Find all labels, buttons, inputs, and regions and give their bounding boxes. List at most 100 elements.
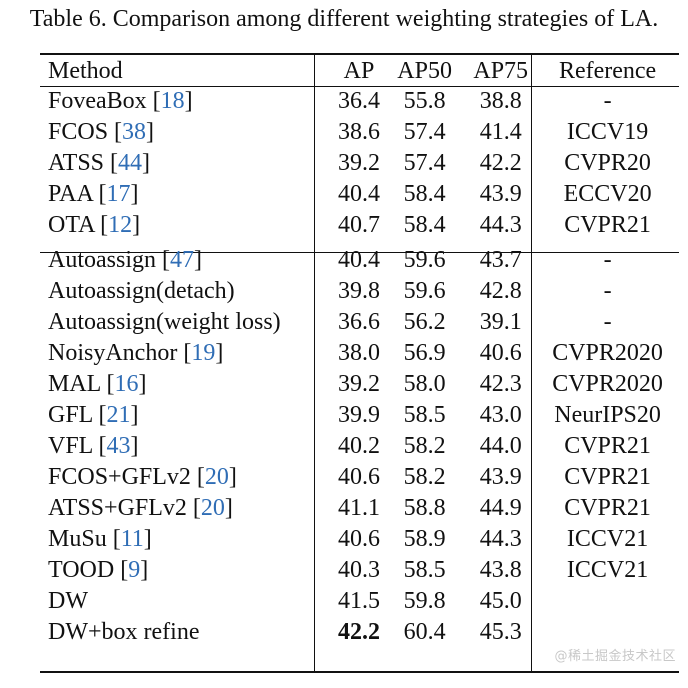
citation-link[interactable]: 20 — [200, 495, 225, 521]
citation-link[interactable]: 21 — [106, 402, 131, 428]
ap75-cell: 43.9 — [479, 181, 522, 207]
reference-cell: ECCV20 — [563, 181, 652, 207]
header-method: Method — [48, 58, 123, 84]
reference-cell: ICCV21 — [566, 557, 649, 583]
header-ap: AP — [343, 58, 375, 84]
method-cell: FCOS [38] — [48, 119, 155, 145]
watermark: @稀土掘金技术社区 — [554, 649, 676, 664]
table-row: Autoassign(detach) 39.8 59.6 42.8 - — [40, 276, 679, 307]
table-row: VFL [43] 40.2 58.2 44.0 CVPR21 — [40, 431, 679, 462]
ap50-cell: 59.6 — [403, 247, 446, 273]
method-name: PAA — [48, 181, 93, 207]
method-name: NoisyAnchor — [48, 340, 178, 366]
citation-link[interactable]: 9 — [128, 557, 141, 583]
method-cell: ATSS [44] — [48, 150, 151, 176]
reference-cell — [536, 617, 679, 648]
table-row: PAA [17] 40.4 58.4 43.9 ECCV20 — [40, 179, 679, 210]
method-name: FCOS+GFLv2 — [48, 464, 191, 490]
table-row: FCOS [38] 38.6 57.4 41.4 ICCV19 — [40, 117, 679, 148]
method-cell: DW+box refine — [40, 617, 334, 648]
citation-link[interactable]: 17 — [106, 181, 131, 207]
ap75-cell: 43.8 — [479, 557, 522, 583]
method-cell: Autoassign(weight loss) — [40, 307, 334, 338]
header-row: Method AP AP50 AP75 Reference — [40, 56, 679, 86]
ap-cell: 41.1 — [337, 495, 380, 521]
ap75-cell: 41.4 — [479, 119, 522, 145]
reference-cell: CVPR21 — [564, 495, 651, 521]
ap50-cell: 59.8 — [403, 588, 446, 614]
reference-cell: NeurIPS20 — [554, 402, 661, 428]
ap50-cell: 59.6 — [403, 278, 446, 304]
method-cell: GFL [21] — [48, 402, 139, 428]
method-name: ATSS — [48, 150, 105, 176]
ap-cell: 36.6 — [337, 309, 380, 335]
citation-link[interactable]: 47 — [170, 247, 194, 273]
table-row: DW 41.5 59.8 45.0 — [40, 586, 679, 617]
ap50-cell: 58.4 — [403, 181, 446, 207]
ap-cell: 40.2 — [337, 433, 380, 459]
method-cell: DW — [40, 586, 334, 617]
ap-cell: 40.6 — [337, 464, 380, 490]
ap75-cell: 44.3 — [479, 212, 522, 238]
ap75-cell: 40.6 — [479, 340, 522, 366]
method-cell: MuSu [11] — [48, 526, 152, 552]
ap75-cell: 42.2 — [479, 150, 522, 176]
citation-link[interactable]: 18 — [160, 88, 185, 114]
reference-cell: CVPR21 — [564, 464, 651, 490]
method-name: MuSu — [48, 526, 107, 552]
ap50-cell: 58.0 — [403, 371, 446, 397]
comparison-table: Method AP AP50 AP75 Reference FoveaBox [… — [40, 56, 679, 648]
method-name: MAL — [48, 371, 101, 397]
table-row: Autoassign [47] 40.4 59.6 43.7 - — [40, 241, 679, 276]
header-ap50: AP50 — [397, 58, 452, 84]
ap50-cell: 58.8 — [403, 495, 446, 521]
citation-link[interactable]: 11 — [120, 526, 144, 552]
ap-cell: 36.4 — [337, 88, 380, 114]
table-row: NoisyAnchor [19] 38.0 56.9 40.6 CVPR2020 — [40, 338, 679, 369]
method-name: ATSS+GFLv2 — [48, 495, 187, 521]
reference-cell: CVPR20 — [564, 150, 651, 176]
reference-cell: - — [603, 247, 612, 273]
citation-link[interactable]: 16 — [114, 371, 139, 397]
table-row: Autoassign(weight loss) 36.6 56.2 39.1 - — [40, 307, 679, 338]
method-name: GFL — [48, 402, 93, 428]
citation-link[interactable]: 43 — [106, 433, 131, 459]
citation-link[interactable]: 20 — [204, 464, 229, 490]
ap-cell: 40.3 — [337, 557, 380, 583]
method-name: DW — [48, 588, 88, 614]
ap50-cell: 57.4 — [403, 119, 446, 145]
table-row: FCOS+GFLv2 [20] 40.6 58.2 43.9 CVPR21 — [40, 462, 679, 493]
ap75-cell: 45.3 — [479, 619, 522, 645]
ap-cell: 40.6 — [337, 526, 380, 552]
table-row: OTA [12] 40.7 58.4 44.3 CVPR21 — [40, 210, 679, 241]
method-name: VFL — [48, 433, 93, 459]
ap-cell: 39.8 — [337, 278, 380, 304]
citation-link[interactable]: 44 — [118, 150, 143, 176]
ap-cell: 38.0 — [337, 340, 380, 366]
top-rule — [40, 53, 679, 55]
ap50-cell: 60.4 — [403, 619, 446, 645]
reference-cell: - — [603, 278, 612, 304]
method-cell: Autoassign(detach) — [40, 276, 334, 307]
ap50-cell: 58.4 — [403, 212, 446, 238]
reference-cell: CVPR2020 — [552, 371, 663, 397]
ap75-cell: 39.1 — [479, 309, 522, 335]
method-name: Autoassign(weight loss) — [48, 309, 281, 335]
reference-cell: - — [603, 309, 612, 335]
ap75-cell: 43.0 — [479, 402, 522, 428]
ap-cell: 40.4 — [337, 181, 380, 207]
ap50-cell: 58.5 — [403, 402, 446, 428]
ap75-cell: 44.9 — [479, 495, 522, 521]
citation-link[interactable]: 38 — [122, 119, 147, 145]
table-row: GFL [21] 39.9 58.5 43.0 NeurIPS20 — [40, 400, 679, 431]
citation-link[interactable]: 19 — [191, 340, 216, 366]
method-cell: MAL [16] — [48, 371, 147, 397]
citation-link[interactable]: 12 — [108, 212, 133, 238]
method-name: OTA — [48, 212, 95, 238]
table-row: TOOD [9] 40.3 58.5 43.8 ICCV21 — [40, 555, 679, 586]
method-cell: FoveaBox [18] — [48, 88, 193, 114]
method-cell: ATSS+GFLv2 [20] — [48, 495, 233, 521]
ap75-cell: 43.9 — [479, 464, 522, 490]
ap50-cell: 58.5 — [403, 557, 446, 583]
reference-cell — [536, 586, 679, 617]
